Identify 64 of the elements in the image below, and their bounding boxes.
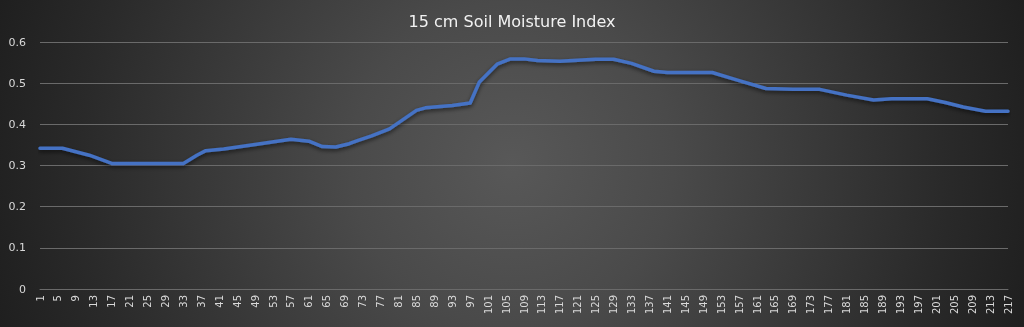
x-tick-label: 57 bbox=[285, 295, 297, 308]
x-tick-label: 109 bbox=[518, 295, 530, 315]
x-tick-label: 1 bbox=[34, 295, 46, 302]
x-tick-label: 9 bbox=[70, 295, 82, 302]
x-tick-label: 209 bbox=[966, 295, 978, 315]
x-tick-label: 193 bbox=[894, 295, 906, 315]
x-tick-label: 21 bbox=[124, 295, 136, 308]
x-tick-label: 213 bbox=[984, 295, 996, 315]
y-tick-label: 0 bbox=[19, 282, 26, 296]
x-tick-label: 173 bbox=[805, 295, 817, 315]
x-tick-label: 81 bbox=[393, 295, 405, 308]
x-tick-label: 201 bbox=[930, 295, 942, 315]
x-tick-label: 85 bbox=[410, 295, 422, 308]
x-tick-label: 157 bbox=[733, 295, 745, 315]
x-tick-label: 217 bbox=[1002, 295, 1014, 315]
x-tick-label: 113 bbox=[536, 295, 548, 315]
x-tick-label: 137 bbox=[643, 295, 655, 315]
x-tick-label: 133 bbox=[626, 295, 638, 315]
y-tick-label: 0.3 bbox=[8, 159, 26, 172]
x-tick-label: 37 bbox=[195, 295, 207, 308]
y-tick-label: 0.2 bbox=[8, 200, 26, 214]
x-tick-label: 197 bbox=[912, 295, 924, 315]
x-tick-label: 93 bbox=[446, 295, 458, 308]
x-tick-label: 121 bbox=[572, 295, 584, 315]
x-tick-label: 29 bbox=[159, 295, 171, 308]
x-tick-label: 117 bbox=[554, 295, 566, 315]
x-tick-label: 77 bbox=[375, 295, 387, 308]
x-tick-label: 5 bbox=[52, 295, 64, 302]
x-tick-label: 153 bbox=[715, 295, 727, 315]
x-tick-label: 205 bbox=[948, 295, 960, 315]
x-tick-label: 169 bbox=[787, 295, 799, 315]
x-tick-label: 97 bbox=[464, 295, 476, 308]
x-tick-label: 181 bbox=[841, 295, 853, 315]
y-tick-label: 0.1 bbox=[8, 241, 26, 255]
x-tick-label: 129 bbox=[608, 295, 620, 315]
x-tick-label: 105 bbox=[500, 295, 512, 315]
x-tick-label: 101 bbox=[482, 295, 494, 315]
x-tick-label: 45 bbox=[231, 295, 243, 308]
x-tick-label: 69 bbox=[339, 295, 351, 308]
y-tick-label: 0.5 bbox=[8, 76, 26, 90]
x-tick-label: 177 bbox=[823, 295, 835, 315]
x-tick-label: 65 bbox=[321, 295, 333, 308]
x-tick-label: 49 bbox=[249, 295, 261, 308]
x-tick-label: 89 bbox=[428, 295, 440, 308]
x-tick-label: 149 bbox=[697, 295, 709, 315]
x-tick-label: 33 bbox=[177, 295, 189, 308]
x-tick-label: 25 bbox=[142, 295, 154, 308]
x-tick-label: 165 bbox=[769, 295, 781, 315]
x-tick-label: 125 bbox=[590, 295, 602, 315]
line-series bbox=[38, 57, 1010, 166]
x-tick-label: 73 bbox=[357, 295, 369, 308]
x-tick-label: 145 bbox=[679, 295, 691, 315]
x-tick-label: 189 bbox=[877, 295, 889, 315]
x-tick-label: 41 bbox=[213, 295, 225, 308]
x-tick-label: 13 bbox=[88, 295, 100, 308]
x-tick-label: 141 bbox=[661, 295, 673, 315]
x-tick-label: 185 bbox=[859, 295, 871, 315]
y-tick-label: 0.6 bbox=[8, 35, 26, 49]
y-tick-label: 0.4 bbox=[8, 117, 26, 131]
x-tick-label: 61 bbox=[303, 295, 315, 308]
x-tick-label: 17 bbox=[106, 295, 118, 308]
x-tick-label: 161 bbox=[751, 295, 763, 315]
chart-title: 15 cm Soil Moisture Index bbox=[408, 11, 616, 31]
x-tick-label: 53 bbox=[267, 295, 279, 308]
